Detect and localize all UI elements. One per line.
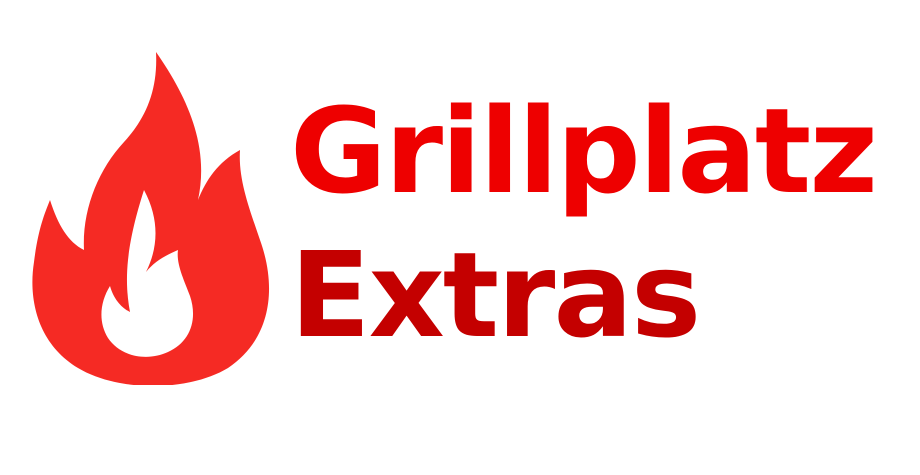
brand-name-line2: Extras xyxy=(290,226,701,364)
flame-icon xyxy=(32,52,269,385)
brand-name-line1: Grillplatz xyxy=(290,82,878,220)
wordmark: Grillplatz Extras xyxy=(290,82,878,364)
